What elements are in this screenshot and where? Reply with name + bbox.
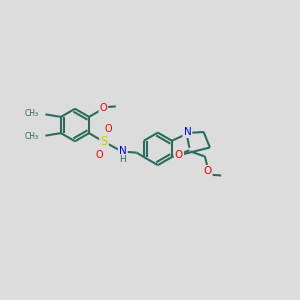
Text: O: O <box>175 150 183 160</box>
Text: CH₃: CH₃ <box>24 132 38 141</box>
Text: S: S <box>100 135 108 148</box>
Text: O: O <box>96 150 104 160</box>
Text: N: N <box>119 146 127 156</box>
Text: O: O <box>105 124 112 134</box>
Text: N: N <box>184 127 191 137</box>
Text: O: O <box>100 103 107 113</box>
Text: CH₃: CH₃ <box>24 109 38 118</box>
Text: O: O <box>203 166 211 176</box>
Text: H: H <box>119 155 126 164</box>
